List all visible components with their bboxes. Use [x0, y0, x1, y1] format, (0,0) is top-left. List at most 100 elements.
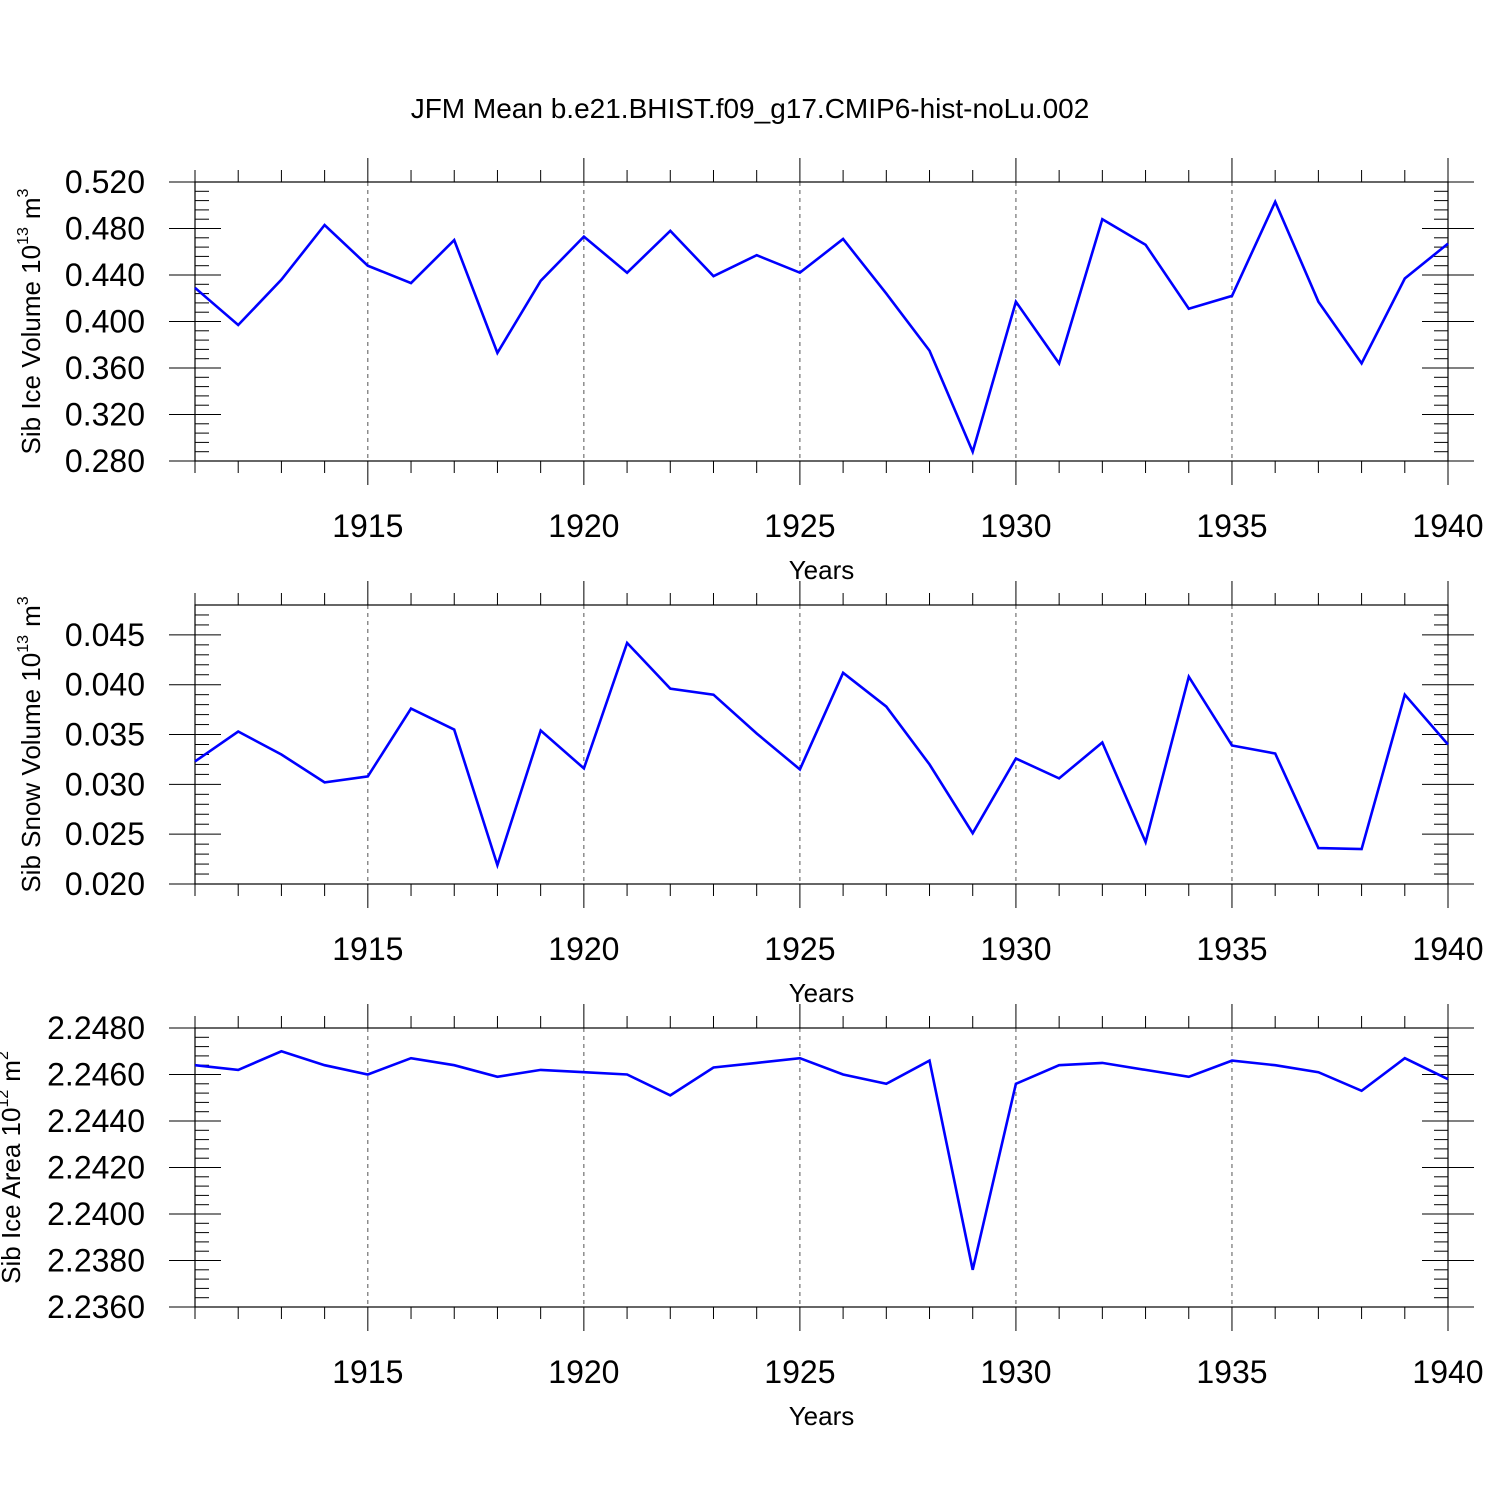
y-tick-label: 0.320: [65, 397, 145, 433]
data-point: [1229, 1058, 1235, 1064]
data-point: [1402, 1055, 1408, 1061]
data-point: [624, 270, 630, 276]
data-point: [278, 277, 284, 283]
data-point: [581, 1069, 587, 1075]
y-axis-label-unit-exponent: 3: [15, 596, 32, 605]
panel-2: 0.020 0.025 0.030 0.035 0.040 0.045 1915 1920 19…: [15, 581, 1484, 1008]
x-tick-label: 1935: [1196, 508, 1267, 544]
data-point: [322, 222, 328, 228]
data-point: [840, 670, 846, 676]
data-point: [1359, 360, 1365, 366]
y-axis-label-exponent: 12: [0, 1090, 12, 1108]
data-point: [883, 704, 889, 710]
data-point: [1315, 845, 1321, 851]
data-point: [451, 727, 457, 733]
y-tick-label: 0.025: [65, 816, 145, 852]
y-tick-label: 2.2480: [47, 1010, 145, 1046]
data-point: [1099, 740, 1105, 746]
data-point: [754, 1060, 760, 1066]
x-axis-label: Years: [789, 1401, 855, 1431]
y-axis-label-unit: m: [16, 605, 46, 627]
series-line: [194, 1049, 1449, 1271]
data-point: [1315, 1069, 1321, 1075]
data-point: [235, 729, 241, 735]
data-point: [408, 1055, 414, 1061]
data-point: [538, 1067, 544, 1073]
data-point: [192, 758, 198, 764]
x-tick-label: 1940: [1412, 1354, 1483, 1390]
data-point: [1186, 1074, 1192, 1080]
x-tick-label: 1915: [332, 1354, 403, 1390]
y-tick-label: 2.2360: [47, 1289, 145, 1325]
y-axis-label: Sib Ice Volume 1013 m3: [15, 188, 46, 454]
data-point: [1229, 742, 1235, 748]
data-point: [192, 1062, 198, 1068]
x-tick-label: 1930: [980, 508, 1051, 544]
data-point: [624, 640, 630, 646]
panel-3: 2.2360 2.2380 2.2400 2.2420 2.2440 2.2460 2.24…: [0, 1004, 1484, 1431]
data-point: [1056, 360, 1062, 366]
data-point: [667, 1092, 673, 1098]
y-axis-label-unit: m: [16, 197, 46, 219]
y-tick-label: 0.480: [65, 211, 145, 247]
y-axis-label-text: Sib Snow Volume 10: [16, 653, 46, 893]
data-point: [1056, 775, 1062, 781]
x-tick-label: 1935: [1196, 931, 1267, 967]
data-point: [581, 234, 587, 240]
x-tick-label: 1940: [1412, 931, 1483, 967]
y-tick-label: 0.035: [65, 717, 145, 753]
data-point: [278, 751, 284, 757]
data-point: [278, 1048, 284, 1054]
x-tick-label: 1930: [980, 931, 1051, 967]
data-point: [710, 692, 716, 698]
data-point: [1013, 299, 1019, 305]
x-tick-label: 1925: [764, 931, 835, 967]
y-tick-label: 0.280: [65, 443, 145, 479]
data-point: [883, 291, 889, 297]
data-point: [1445, 241, 1451, 247]
data-point: [840, 236, 846, 242]
data-point: [1186, 674, 1192, 680]
data-point: [1272, 750, 1278, 756]
series-line: [194, 640, 1449, 870]
x-tick-label: 1925: [764, 508, 835, 544]
data-point: [1099, 216, 1105, 222]
y-tick-label: 2.2380: [47, 1243, 145, 1279]
x-axis-label: Years: [789, 555, 855, 585]
data-point: [927, 761, 933, 767]
data-point: [927, 348, 933, 354]
data-point: [538, 728, 544, 734]
y-tick-label: 2.2420: [47, 1150, 145, 1186]
y-tick-label: 0.045: [65, 617, 145, 653]
data-point: [408, 280, 414, 286]
data-point: [667, 686, 673, 692]
x-tick-label: 1915: [332, 508, 403, 544]
y-axis-label: Sib Snow Volume 1013 m3: [15, 596, 46, 892]
data-point: [451, 237, 457, 243]
data-point: [797, 1055, 803, 1061]
data-point: [970, 449, 976, 455]
y-tick-label: 0.400: [65, 304, 145, 340]
y-axis-label-unit: m: [0, 1060, 26, 1082]
data-point: [1272, 199, 1278, 205]
data-point: [1143, 242, 1149, 248]
x-tick-label: 1920: [548, 931, 619, 967]
data-point: [624, 1072, 630, 1078]
data-point: [1359, 1088, 1365, 1094]
y-axis-label-unit-exponent: 3: [15, 188, 32, 197]
y-tick-label: 0.440: [65, 257, 145, 293]
data-point: [235, 322, 241, 328]
data-point: [1056, 1062, 1062, 1068]
data-point: [710, 273, 716, 279]
data-point: [1359, 846, 1365, 852]
data-point: [322, 1062, 328, 1068]
y-tick-label: 0.520: [65, 164, 145, 200]
y-tick-label: 0.030: [65, 766, 145, 802]
data-point: [581, 765, 587, 771]
x-tick-label: 1920: [548, 508, 619, 544]
x-tick-label: 1915: [332, 931, 403, 967]
data-point: [1272, 1062, 1278, 1068]
plot-frame: [194, 181, 1449, 462]
data-point: [797, 270, 803, 276]
